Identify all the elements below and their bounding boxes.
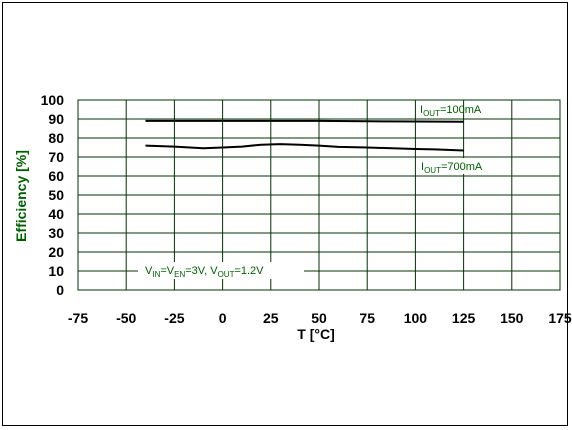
annotation-conditions: VIN=VEN=3V, VOUT=1.2V bbox=[145, 265, 264, 279]
y-tick-label: 0 bbox=[56, 282, 64, 298]
x-tick-label: 75 bbox=[359, 310, 375, 326]
y-tick-label: 50 bbox=[48, 187, 64, 203]
x-tick-label: 175 bbox=[548, 310, 572, 326]
y-tick-label: 100 bbox=[41, 92, 65, 108]
x-tick-label: 150 bbox=[500, 310, 524, 326]
y-tick-labels: 0 10 20 30 40 50 60 70 80 90 100 bbox=[41, 92, 65, 298]
series-line-1 bbox=[146, 121, 464, 122]
y-tick-label: 60 bbox=[48, 168, 64, 184]
x-tick-label: 0 bbox=[219, 310, 227, 326]
x-axis-title: T [°C] bbox=[297, 326, 334, 342]
y-tick-label: 90 bbox=[48, 111, 64, 127]
x-tick-label: -50 bbox=[116, 310, 136, 326]
x-tick-label: 25 bbox=[263, 310, 279, 326]
x-tick-label: 125 bbox=[452, 310, 476, 326]
grid bbox=[78, 100, 560, 290]
x-tick-labels: -75 -50 -25 0 25 50 75 100 125 150 175 bbox=[68, 310, 572, 326]
y-axis-title: Efficiency [%] bbox=[13, 150, 29, 242]
y-tick-label: 20 bbox=[48, 244, 64, 260]
x-tick-label: 100 bbox=[404, 310, 428, 326]
y-tick-label: 70 bbox=[48, 149, 64, 165]
y-tick-label: 80 bbox=[48, 130, 64, 146]
x-tick-label: -75 bbox=[68, 310, 88, 326]
y-tick-label: 40 bbox=[48, 206, 64, 222]
y-tick-label: 30 bbox=[48, 225, 64, 241]
y-tick-label: 10 bbox=[48, 263, 64, 279]
x-tick-label: -25 bbox=[164, 310, 184, 326]
x-tick-label: 50 bbox=[311, 310, 327, 326]
